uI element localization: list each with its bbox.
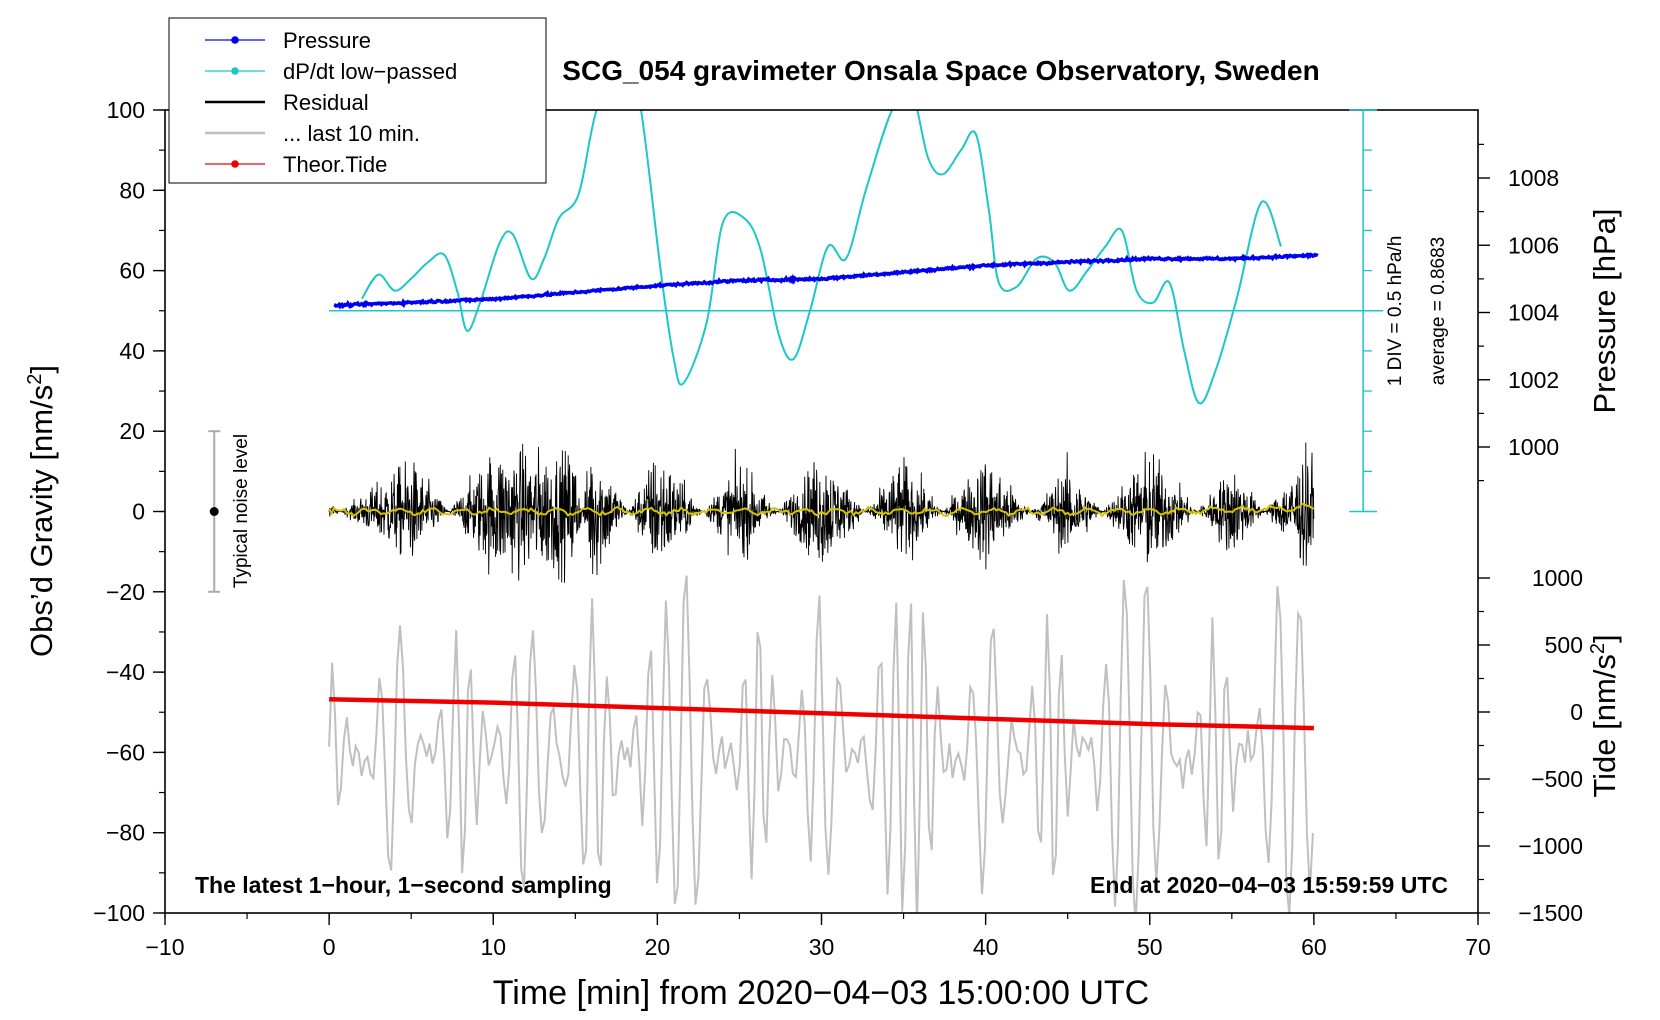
dpdt-scale	[1349, 109, 1378, 513]
legend-box	[168, 17, 547, 184]
y-axis-label-tide-close: ]	[1587, 634, 1622, 643]
legend-label: Pressure	[283, 28, 371, 53]
x-tick-label: 50	[1137, 934, 1163, 960]
residual-line	[328, 442, 1315, 583]
legend-label: Theor.Tide	[283, 152, 387, 177]
x-tick-label: 60	[1301, 934, 1327, 960]
y-tick-label: 80	[119, 177, 145, 203]
pressure-tick-label: 1000	[1508, 434, 1559, 460]
y-tick-label: −20	[106, 579, 145, 605]
x-axis-label: Time [min] from 2020−04−03 15:00:00 UTC	[493, 974, 1149, 1012]
annotation-sampling: The latest 1−hour, 1−second sampling	[195, 872, 612, 898]
legend-marker	[231, 160, 239, 168]
legend-marker	[231, 67, 239, 75]
series-layer	[328, 110, 1384, 913]
tick-layer: −10 0 10 20 30 40 50 60 70−100−80−60−40−20020406…	[93, 97, 1583, 960]
legend: Pressure dP/dt low−passed Residual ... last…	[168, 17, 547, 184]
y-tick-label: 40	[119, 338, 145, 364]
x-tick-label: 10	[480, 934, 506, 960]
x-tick-label: 20	[645, 934, 671, 960]
x-tick-label: 40	[973, 934, 999, 960]
y-axis-label-left: Obs’d Gravity [nm/s2]	[24, 365, 59, 657]
y-axis-label-left-sup: 2	[24, 374, 46, 385]
y-axis-label-tide-main: Tide [nm/s	[1587, 654, 1622, 798]
y-tick-label: −80	[106, 820, 145, 846]
pressure-tick-label: 1008	[1508, 165, 1559, 191]
y-tick-label: −100	[93, 900, 145, 926]
y-axis-label-left-close: ]	[24, 365, 59, 374]
annotation-noise-level: Typical noise level	[231, 434, 252, 588]
tide-tick-label: −1500	[1518, 900, 1583, 926]
y-tick-label: 0	[132, 499, 145, 525]
x-tick-label: 0	[323, 934, 336, 960]
y-tick-label: 60	[119, 258, 145, 284]
pressure-tick-label: 1002	[1508, 367, 1559, 393]
x-tick-label: 30	[809, 934, 835, 960]
legend-label: Residual	[283, 90, 369, 115]
legend-marker	[231, 36, 239, 44]
y-axis-label-tide: Tide [nm/s2]	[1587, 634, 1622, 797]
dpdt-line	[361, 110, 1282, 405]
pressure-tick-label: 1006	[1508, 232, 1559, 258]
pressure-tick-label: 1004	[1508, 300, 1559, 326]
y-tick-label: 100	[107, 97, 145, 123]
theor-tide-line	[329, 697, 1314, 731]
y-tick-label: 20	[119, 418, 145, 444]
legend-label: ... last 10 min.	[283, 121, 420, 146]
y-axis-label-tide-sup: 2	[1587, 643, 1609, 654]
noise-bar	[208, 430, 221, 593]
tide-tick-label: 0	[1570, 699, 1583, 725]
y-tick-label: −40	[106, 659, 145, 685]
tide-tick-label: −500	[1531, 766, 1583, 792]
pressure-line	[333, 252, 1319, 310]
y-tick-label: −60	[106, 739, 145, 765]
legend-label: dP/dt low−passed	[283, 59, 457, 84]
tide-tick-label: 500	[1545, 632, 1583, 658]
annotation-end-time: End at 2020−04−03 15:59:59 UTC	[1090, 872, 1448, 898]
annotation-average: average = 0.8683	[1428, 237, 1449, 385]
tide-tick-label: −1000	[1518, 833, 1583, 859]
y-axis-label-pressure: Pressure [hPa]	[1587, 208, 1622, 413]
x-tick-label: 70	[1465, 934, 1491, 960]
chart-title: SCG_054 gravimeter Onsala Space Observat…	[562, 55, 1319, 86]
tide-tick-label: 1000	[1532, 565, 1583, 591]
last-10-min-line	[328, 575, 1314, 913]
y-axis-label-left-main: Obs’d Gravity [nm/s	[24, 385, 59, 657]
residual-lowpass-line	[328, 502, 1315, 518]
x-tick-label: −10	[145, 934, 184, 960]
noise-bar-dot	[209, 507, 219, 516]
annotation-div: 1 DIV = 0.5 hPa/h	[1385, 236, 1406, 387]
